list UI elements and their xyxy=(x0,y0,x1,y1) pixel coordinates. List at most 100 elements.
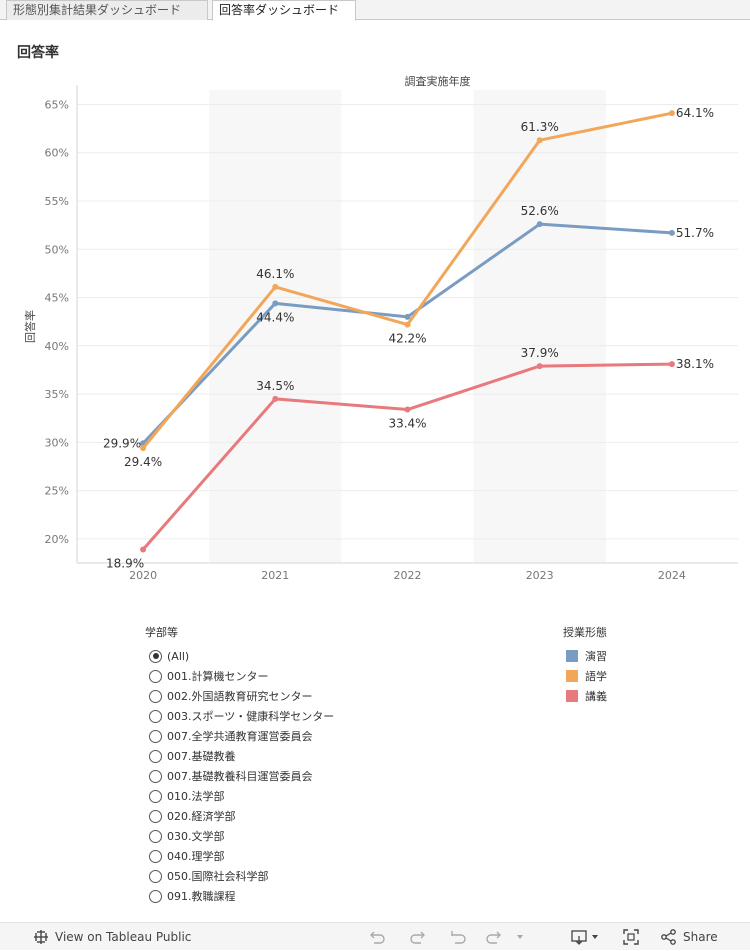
tab-response-rate[interactable]: 回答率ダッシュボード xyxy=(212,0,356,21)
x-tick-label: 2024 xyxy=(658,569,686,582)
filter-option-label: 003.スポーツ・健康科学センター xyxy=(167,710,335,723)
radio-button[interactable] xyxy=(149,849,162,863)
column-band xyxy=(209,90,342,563)
data-point xyxy=(404,321,411,328)
data-label: 51.7% xyxy=(676,226,714,240)
y-tick-label: 40% xyxy=(45,340,69,353)
data-point xyxy=(536,363,543,370)
data-point xyxy=(668,110,675,117)
department-filter: 学部等 (All) 001.計算機センター 002.外国語教育研究センター 003.ス… xyxy=(145,624,445,910)
radio-button[interactable] xyxy=(149,909,162,910)
data-label: 33.4% xyxy=(388,417,426,431)
data-label: 64.1% xyxy=(676,106,714,120)
filter-option[interactable]: (All) xyxy=(145,646,445,666)
y-axis-label: 回答率 xyxy=(23,310,37,343)
filter-option-label: 040.理学部 xyxy=(167,850,225,863)
radio-button[interactable] xyxy=(149,749,162,763)
data-point xyxy=(536,137,543,144)
x-tick-label: 2020 xyxy=(129,569,157,582)
caret-down-icon xyxy=(517,935,523,939)
filter-option[interactable]: 002.外国語教育研究センター xyxy=(145,686,445,706)
filter-option[interactable]: 092.教養部 xyxy=(145,906,445,910)
filter-option[interactable]: 003.スポーツ・健康科学センター xyxy=(145,706,445,726)
refresh-button[interactable] xyxy=(485,923,503,951)
y-tick-label: 55% xyxy=(45,195,69,208)
filter-option[interactable]: 050.国際社会科学部 xyxy=(145,866,445,886)
radio-button[interactable] xyxy=(149,889,162,903)
data-label: 52.6% xyxy=(521,204,559,218)
tab-type-results[interactable]: 形態別集計結果ダッシュボード xyxy=(6,0,208,20)
legend-label: 演習 xyxy=(585,650,607,663)
filter-option-label: 030.文学部 xyxy=(167,830,225,843)
data-label: 29.4% xyxy=(124,455,162,469)
filter-option[interactable]: 020.経済学部 xyxy=(145,806,445,826)
share-button[interactable]: Share xyxy=(660,923,718,951)
data-label: 61.3% xyxy=(521,120,559,134)
view-on-tableau-label: View on Tableau Public xyxy=(55,930,192,944)
filter-option-label: 010.法学部 xyxy=(167,790,225,803)
filter-option[interactable]: 010.法学部 xyxy=(145,786,445,806)
legend-item[interactable]: 演習 xyxy=(563,646,713,666)
caret-down-icon xyxy=(592,935,598,939)
x-tick-label: 2021 xyxy=(261,569,289,582)
filter-option-label: 020.経済学部 xyxy=(167,810,236,823)
filter-option-label: 002.外国語教育研究センター xyxy=(167,690,313,703)
filter-option-label: 001.計算機センター xyxy=(167,670,269,683)
radio-button[interactable] xyxy=(149,649,162,663)
data-label: 34.5% xyxy=(256,379,294,393)
filter-option-label: 007.全学共通教育運営委員会 xyxy=(167,730,313,743)
filter-option[interactable]: 007.基礎教養 xyxy=(145,746,445,766)
radio-button[interactable] xyxy=(149,769,162,783)
legend-label: 語学 xyxy=(585,670,607,683)
revert-button[interactable] xyxy=(449,923,467,951)
filter-option-label: 092.教養部 xyxy=(167,908,225,910)
radio-button[interactable] xyxy=(149,789,162,803)
fullscreen-button[interactable] xyxy=(622,923,640,951)
fullscreen-icon xyxy=(623,929,639,945)
data-point xyxy=(272,300,279,307)
legend-items: 演習語学講義 xyxy=(563,646,713,706)
share-label: Share xyxy=(683,930,718,944)
filter-option[interactable]: 001.計算機センター xyxy=(145,666,445,686)
radio-button[interactable] xyxy=(149,809,162,823)
x-tick-label: 2022 xyxy=(394,569,422,582)
data-point xyxy=(272,283,279,290)
filter-option[interactable]: 040.理学部 xyxy=(145,846,445,866)
radio-button[interactable] xyxy=(149,709,162,723)
filter-option-label: 007.基礎教養 xyxy=(167,750,236,763)
column-band xyxy=(473,90,606,563)
radio-button[interactable] xyxy=(149,669,162,683)
undo-icon xyxy=(370,931,385,944)
radio-button[interactable] xyxy=(149,869,162,883)
data-label: 46.1% xyxy=(256,267,294,281)
view-on-tableau-button[interactable]: View on Tableau Public xyxy=(33,923,191,951)
data-label: 44.4% xyxy=(256,310,294,324)
page-title: 回答率 xyxy=(17,45,59,61)
legend-item[interactable]: 講義 xyxy=(563,686,713,706)
filter-option[interactable]: 007.基礎教養科目運営委員会 xyxy=(145,766,445,786)
filter-option-label: (All) xyxy=(167,649,190,663)
radio-button[interactable] xyxy=(149,689,162,703)
legend-item[interactable]: 語学 xyxy=(563,666,713,686)
radio-button[interactable] xyxy=(149,829,162,843)
redo-icon xyxy=(410,931,425,944)
download-button[interactable] xyxy=(570,923,600,951)
share-icon xyxy=(661,929,676,945)
filter-option-label: 091.教職課程 xyxy=(167,890,236,903)
y-tick-label: 35% xyxy=(45,388,69,401)
tableau-logo-icon xyxy=(33,929,49,945)
undo-button[interactable] xyxy=(368,923,386,951)
redo-button[interactable] xyxy=(409,923,427,951)
data-point xyxy=(668,361,675,368)
refresh-dropdown[interactable] xyxy=(515,923,525,951)
radio-button[interactable] xyxy=(149,729,162,743)
filter-option-label: 007.基礎教養科目運営委員会 xyxy=(167,770,313,783)
filter-option[interactable]: 030.文学部 xyxy=(145,826,445,846)
x-tick-label: 2023 xyxy=(526,569,554,582)
filter-option[interactable]: 007.全学共通教育運営委員会 xyxy=(145,726,445,746)
filter-option[interactable]: 091.教職課程 xyxy=(145,886,445,906)
data-point xyxy=(536,221,543,228)
y-tick-label: 30% xyxy=(45,436,69,449)
y-tick-label: 20% xyxy=(45,533,69,546)
